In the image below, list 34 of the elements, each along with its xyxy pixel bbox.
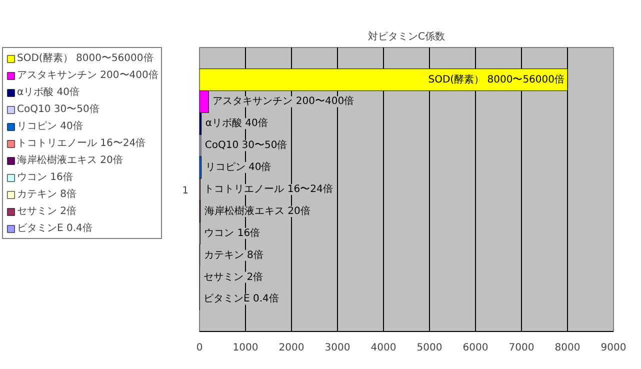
text: ウコン 16倍 (204, 228, 260, 239)
x-tick-label: 4000 (370, 342, 396, 354)
y-tick-label: 1 (182, 186, 189, 196)
x-tick-label: 1000 (232, 342, 258, 354)
chart-title: 対ビタミンC係数 (368, 30, 445, 42)
x-tick-label: 2000 (278, 342, 304, 354)
text: セサミン 2倍 (204, 272, 264, 283)
legend-label: セサミン 2倍 (17, 204, 77, 218)
legend-label: αリボ酸 40倍 (17, 86, 80, 99)
text: ビタミンE 0.4倍 (204, 294, 279, 305)
text: アスタキサンチン 200〜400倍 (212, 96, 354, 108)
legend-label: ウコン 16倍 (17, 170, 73, 184)
legend-label: アスタキサンチン 200〜400倍 (17, 68, 158, 82)
text: リコピン 40倍 (205, 162, 272, 174)
x-tick-label: 7000 (508, 342, 534, 354)
x-tick-label: 0 (196, 342, 203, 354)
text: αリボ酸 40倍 (205, 118, 268, 130)
text: 海岸松樹液エキス 20倍 (204, 206, 310, 217)
x-tick-label: 5000 (416, 342, 442, 354)
x-tick-label: 8000 (554, 342, 580, 354)
text: SOD(酵素） 8000〜56000倍 (428, 74, 565, 86)
x-tick-label: 6000 (462, 342, 488, 354)
legend-label: トコトリエノール 16〜24倍 (17, 136, 146, 150)
text: CoQ10 30〜50倍 (204, 140, 288, 152)
text: トコトリエノール 16〜24倍 (204, 184, 333, 195)
legend-label: ビタミンE 0.4倍 (17, 222, 92, 235)
legend-label: SOD(酵素） 8000〜56000倍 (17, 52, 154, 65)
legend-label: カテキン 8倍 (17, 188, 77, 201)
legend-label: リコピン 40倍 (17, 120, 83, 133)
legend-label: 海岸松樹液エキス 20倍 (17, 154, 123, 167)
legend-label: CoQ10 30〜50倍 (17, 102, 100, 116)
x-tick-label: 3000 (324, 342, 350, 354)
x-tick-label: 9000 (600, 342, 626, 354)
text: カテキン 8倍 (204, 250, 264, 261)
